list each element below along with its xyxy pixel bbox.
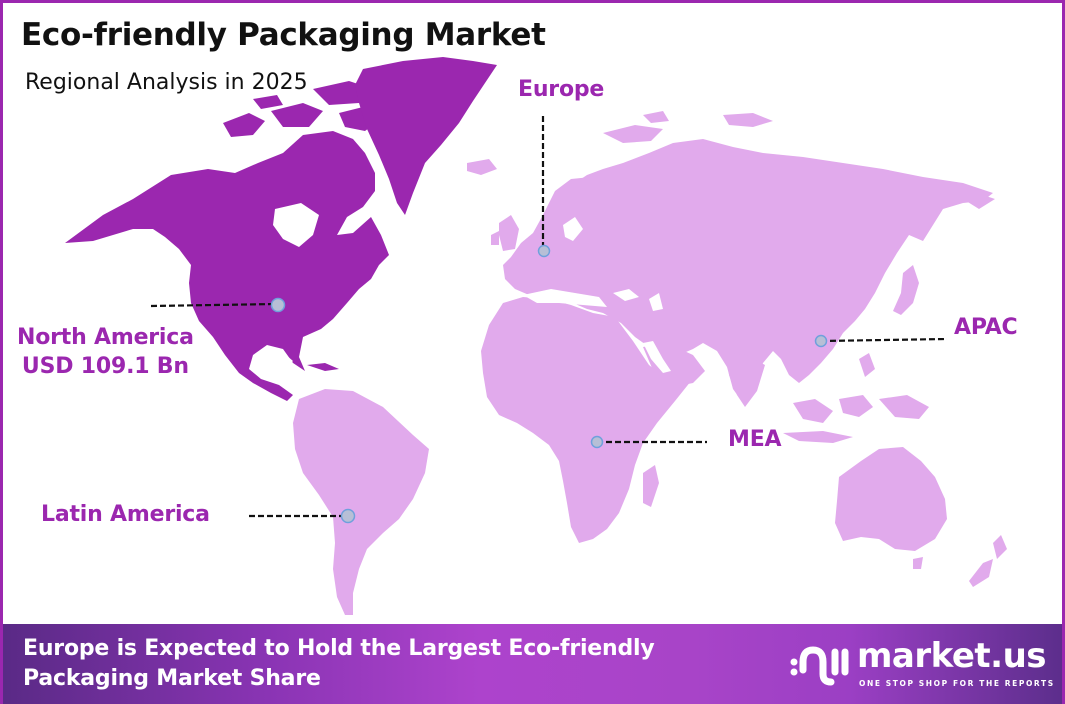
footer-headline-line2: Packaging Market Share [23,666,321,691]
label-apac: APAC [954,315,1018,340]
footer-banner: Europe is Expected to Hold the Largest E… [3,624,1062,704]
logo-tagline: ONE STOP SHOP FOR THE REPORTS [859,679,1055,688]
market-us-logo[interactable]: market.us ONE STOP SHOP FOR THE REPORTS [789,636,1059,692]
label-latin-america: Latin America [41,502,210,527]
page-subtitle: Regional Analysis in 2025 [25,70,308,95]
marker-mea[interactable] [590,435,604,449]
label-north-america: North America USD 109.1 Bn [17,323,194,381]
marker-north-america[interactable] [270,297,286,313]
marker-latin-america[interactable] [340,508,356,524]
label-north-america-name: North America [17,325,194,350]
footer-headline-line1: Europe is Expected to Hold the Largest E… [23,636,655,661]
label-europe: Europe [518,77,605,102]
region-mea-shape [481,297,691,543]
marker-europe[interactable] [537,244,551,258]
label-north-america-value: USD 109.1 Bn [21,354,189,379]
label-mea: MEA [728,427,782,452]
market-us-logo-icon [790,646,849,686]
marker-apac[interactable] [814,334,828,348]
world-map [65,57,1007,615]
region-other-shapes [293,111,1007,615]
page-title: Eco-friendly Packaging Market [21,17,546,53]
leader-lines [150,116,948,518]
region-latin-america-shape [293,389,429,615]
footer-headline: Europe is Expected to Hold the Largest E… [23,634,655,694]
logo-name: market.us [857,636,1047,676]
region-north-america-shape [65,57,497,401]
